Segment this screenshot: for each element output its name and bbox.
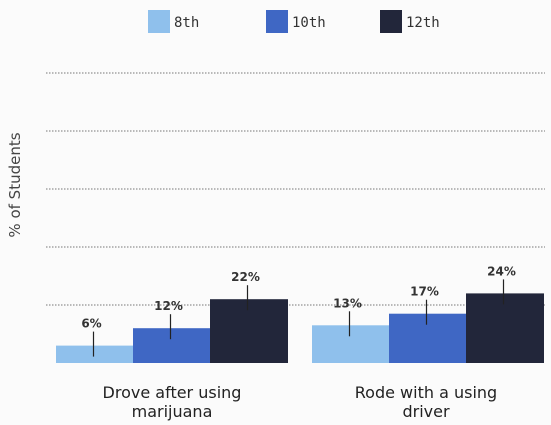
- gridlines: [46, 72, 545, 306]
- bar-8th-drove: [56, 345, 133, 363]
- bar-8th-rode: [312, 325, 389, 363]
- data-label: 24%: [487, 264, 516, 278]
- bar-10th-rode: [389, 313, 466, 363]
- legend-label: 8th: [174, 15, 199, 31]
- legend-swatch: [380, 10, 402, 33]
- legend-swatch: [266, 10, 288, 33]
- bars: 6% 12% 22% 13% 17% 24%: [56, 264, 544, 363]
- data-label: 6%: [81, 317, 101, 331]
- legend-label: 10th: [292, 15, 326, 31]
- category-label: Rode with a using driver: [355, 383, 497, 421]
- bar-12th-drove: [210, 299, 288, 363]
- data-label: 12%: [154, 299, 183, 313]
- legend-label: 12th: [406, 15, 440, 31]
- data-label: 17%: [410, 285, 439, 299]
- legend: 8th 10th 12th: [148, 10, 440, 33]
- legend-swatch: [148, 10, 170, 33]
- y-axis-label: % of Students: [6, 132, 24, 237]
- category-labels: Drove after using marijuana Rode with a us…: [103, 383, 498, 421]
- bar-12th-rode: [466, 293, 544, 363]
- legend-item-12th: 12th: [380, 10, 440, 33]
- legend-item-10th: 10th: [266, 10, 326, 33]
- category-label: Drove after using marijuana: [103, 383, 242, 421]
- bar-10th-drove: [133, 328, 210, 363]
- legend-item-8th: 8th: [148, 10, 199, 33]
- data-label: 22%: [231, 270, 260, 284]
- data-label: 13%: [333, 296, 362, 310]
